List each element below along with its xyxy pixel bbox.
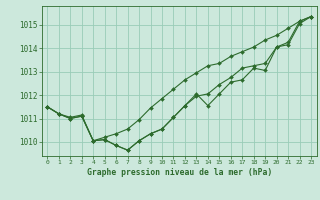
X-axis label: Graphe pression niveau de la mer (hPa): Graphe pression niveau de la mer (hPa) (87, 168, 272, 177)
